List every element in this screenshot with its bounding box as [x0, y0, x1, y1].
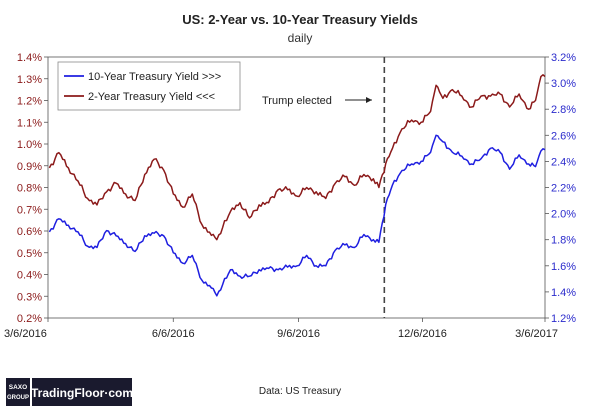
tradingfloor-logo: [32, 378, 132, 406]
y-left-tick-label: 1.0%: [17, 139, 42, 151]
annotation-arrowhead: [366, 97, 372, 103]
x-tick-label: 12/6/2016: [398, 328, 447, 340]
chart-title: US: 2-Year vs. 10-Year Treasury Yields: [182, 12, 418, 27]
saxo-logo: [6, 378, 30, 406]
y-left-tick-label: 0.3%: [17, 291, 42, 303]
saxo-logo-top: SAXO: [9, 384, 27, 391]
y-right-tick-label: 2.0%: [551, 209, 576, 221]
y-right-tick-label: 1.2%: [551, 313, 576, 325]
y-right-tick-label: 2.2%: [551, 183, 576, 195]
y-left-tick-label: 1.4%: [17, 52, 42, 64]
y-right-tick-label: 2.4%: [551, 156, 576, 168]
y-left-tick-label: 1.1%: [17, 117, 42, 129]
legend-label-2y: 2-Year Treasury Yield <<<: [88, 91, 215, 103]
y-right-tick-label: 2.8%: [551, 104, 576, 116]
y-left-tick-label: 0.7%: [17, 204, 42, 216]
y-right-tick-label: 1.4%: [551, 287, 576, 299]
legend-box: [57, 61, 241, 111]
y-right-tick-label: 2.6%: [551, 130, 576, 142]
legend: 10-Year Treasury Yield >>> 2-Year Treasu…: [57, 61, 241, 111]
footer: SAXO GROUP TradingFloor·com Data: US Tre…: [6, 378, 341, 406]
x-tick-label: 3/6/2017: [515, 328, 558, 340]
y-left-tick-label: 1.2%: [17, 96, 42, 108]
chart-subtitle: daily: [288, 31, 313, 45]
x-tick-label: 6/6/2016: [152, 328, 195, 340]
plot-area: [48, 57, 546, 318]
y-left-tick-label: 0.2%: [17, 313, 42, 325]
y-left-tick-label: 0.9%: [17, 161, 42, 173]
data-source: Data: US Treasury: [259, 386, 341, 397]
tradingfloor-text: TradingFloor·com: [31, 386, 133, 400]
series-line-10y: [48, 134, 546, 297]
axes: 0.2% 0.3% 0.4% 0.5% 0.6% 0.7% 0.8% 0.9% 1.0% 1.1%…: [4, 52, 576, 340]
series-line-2y: [48, 74, 546, 241]
x-tick-label: 3/6/2016: [4, 328, 47, 340]
y-right-tick-label: 3.0%: [551, 78, 576, 90]
legend-label-10y: 10-Year Treasury Yield >>>: [88, 71, 221, 83]
y-left-tick-label: 0.6%: [17, 226, 42, 238]
x-tick-label: 9/6/2016: [277, 328, 320, 340]
y-left-tick-label: 0.5%: [17, 248, 42, 260]
y-right-tick-label: 1.6%: [551, 261, 576, 273]
saxo-logo-bottom: GROUP: [7, 395, 29, 401]
y-left-tick-label: 0.4%: [17, 270, 42, 282]
y-right-tick-label: 3.2%: [551, 52, 576, 64]
annotation: Trump elected: [262, 95, 372, 107]
y-left-tick-label: 1.3%: [17, 74, 42, 86]
annotation-label: Trump elected: [262, 95, 332, 107]
y-left-tick-label: 0.8%: [17, 183, 42, 195]
y-right-tick-label: 1.8%: [551, 235, 576, 247]
